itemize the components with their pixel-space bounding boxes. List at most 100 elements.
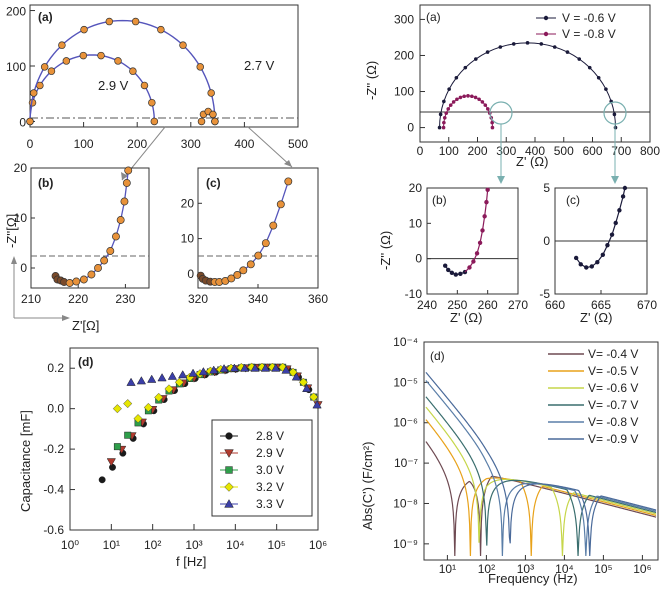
left-d-xtick-label: 10⁵ <box>268 538 286 552</box>
left-axis-sketch: -Z''[Ω] Z'[Ω] <box>4 214 99 333</box>
right-b-point <box>485 187 490 192</box>
left-a-point <box>105 17 114 26</box>
left-b-point <box>112 232 120 241</box>
zoom-arrow-c <box>247 126 293 168</box>
right-b-point <box>484 199 489 205</box>
left-a-point <box>196 63 204 71</box>
left-a-panel-label: (a) <box>38 10 53 24</box>
right-a-point <box>442 120 446 125</box>
right-a-legend-marker <box>543 31 549 37</box>
right-c-xlabel: Z' (Ω) <box>580 310 612 325</box>
right-a-point <box>577 57 582 61</box>
right-c-panel-label: (c) <box>566 193 580 207</box>
right-a-point <box>446 107 451 111</box>
left-d-point-3.2V <box>154 392 164 402</box>
left-c-xtick-label: 360 <box>308 292 328 306</box>
left-a-ytick-label: 100 <box>6 60 26 74</box>
left-a-xtick-label: 300 <box>181 137 201 151</box>
left-d-point-3.0V <box>124 431 132 439</box>
right-c-ytick-label: -5 <box>539 287 550 301</box>
right-a-xtick-label: 300 <box>496 144 516 158</box>
right-b-ylabel: -Z'' (Ω) <box>378 231 393 270</box>
right-a-xtick-label: 0 <box>417 144 424 158</box>
right-a-point <box>483 103 488 107</box>
right-b-xtick-label: 260 <box>478 298 498 312</box>
right-c-ytick-label: 5 <box>543 181 550 195</box>
right-a-legend-label: V = -0.6 V <box>562 11 616 25</box>
left-d-point-3.2V <box>133 414 143 424</box>
left-b-point <box>79 275 88 284</box>
left-d-legend-label: 3.2 V <box>256 480 284 494</box>
right-a-point <box>587 65 592 70</box>
left-d-ytick-label: 0.2 <box>47 361 64 375</box>
left-c-point <box>284 177 293 186</box>
right-a-point <box>447 87 451 91</box>
left-d-panel-label: (d) <box>78 355 93 369</box>
left-c-xtick-label: 320 <box>188 292 208 306</box>
left-a-xtick-label: 200 <box>127 137 147 151</box>
left-d-point-3.3V <box>147 374 157 383</box>
right-c-ytick-label: 0 <box>543 234 550 248</box>
right-a-point <box>539 42 544 46</box>
left-d-point-3.2V <box>112 404 122 414</box>
right-a-point <box>604 87 608 91</box>
left-b-ytick-label: 10 <box>14 211 28 225</box>
right-a-ytick-label: 0 <box>407 121 414 135</box>
left-d-point-3.2V <box>309 392 319 402</box>
right-d-ylabel: Abs(C') (F/cm²) <box>360 442 375 530</box>
left-a-annot-27v: 2.7 V <box>244 58 275 73</box>
right-a-zoom-circle-b <box>489 101 513 125</box>
left-c-ytick-label: 20 <box>181 196 195 210</box>
right-a-point <box>473 95 478 100</box>
left-a-point <box>80 25 88 34</box>
right-a-xtick-label: 200 <box>467 144 487 158</box>
right-d-xtick-label: 10⁴ <box>555 562 574 576</box>
right-a-point <box>565 50 570 54</box>
left-c-point <box>261 239 270 248</box>
left-a-point <box>209 110 217 119</box>
right-a-xtick-label: 700 <box>611 144 631 158</box>
left-a-xtick-label: 400 <box>234 137 254 151</box>
sketch-x-arrowhead <box>62 315 70 321</box>
left-d-point-3.3V <box>302 383 312 392</box>
left-d-point-3.3V <box>178 370 188 379</box>
right-a-line-0 <box>439 42 616 128</box>
left-b-point <box>124 166 133 175</box>
left-b-xtick-label: 230 <box>115 292 135 306</box>
left-b-curve <box>54 170 129 284</box>
right-a-point <box>438 112 443 117</box>
right-a-xtick-label: 100 <box>439 144 459 158</box>
right-d-xtick-label: 10² <box>478 562 495 576</box>
left-d-point-3.3V <box>271 363 281 372</box>
right-c-segment <box>615 210 620 224</box>
right-a-point <box>470 94 474 99</box>
right-b-xlabel: Z' (Ω) <box>450 310 482 325</box>
left-a-xtick-label: 500 <box>288 137 308 151</box>
left-a-ytick-label: 0 <box>19 115 26 129</box>
left-d-point-3.3V <box>136 376 147 385</box>
left-a-ytick-label: 200 <box>6 5 26 19</box>
right-d-xtick-label: 10⁵ <box>594 562 612 576</box>
right-a-point <box>525 41 530 45</box>
right-d-legend-label: V= -0.5 V <box>588 364 638 378</box>
right-d-legend-label: V= -0.8 V <box>588 415 638 429</box>
left-d-legend-label: 3.0 V <box>256 463 284 477</box>
left-d-point-3.3V <box>229 363 240 372</box>
left-a-point <box>150 117 159 126</box>
right-a-xtick-label: 400 <box>525 144 545 158</box>
left-c-point <box>254 251 263 260</box>
right-d-legend-label: V= -0.4 V <box>588 347 638 361</box>
left-d-point-3.3V <box>157 373 167 382</box>
left-a-point <box>131 17 140 26</box>
left-a-point <box>207 89 215 97</box>
right-a-ytick-label: 200 <box>394 48 414 62</box>
left-b-point <box>106 247 115 255</box>
right-c-xtick-label: 665 <box>591 298 611 312</box>
right-d-legend-label: V= -0.7 V <box>588 398 638 412</box>
right-a-ytick-label: 100 <box>394 85 414 99</box>
left-d-legend-marker <box>225 432 233 440</box>
left-c-panel-label: (c) <box>206 176 221 190</box>
left-b-xtick-label: 220 <box>68 292 88 306</box>
left-b-panel-label: (b) <box>38 176 53 190</box>
left-c-point <box>227 274 236 283</box>
